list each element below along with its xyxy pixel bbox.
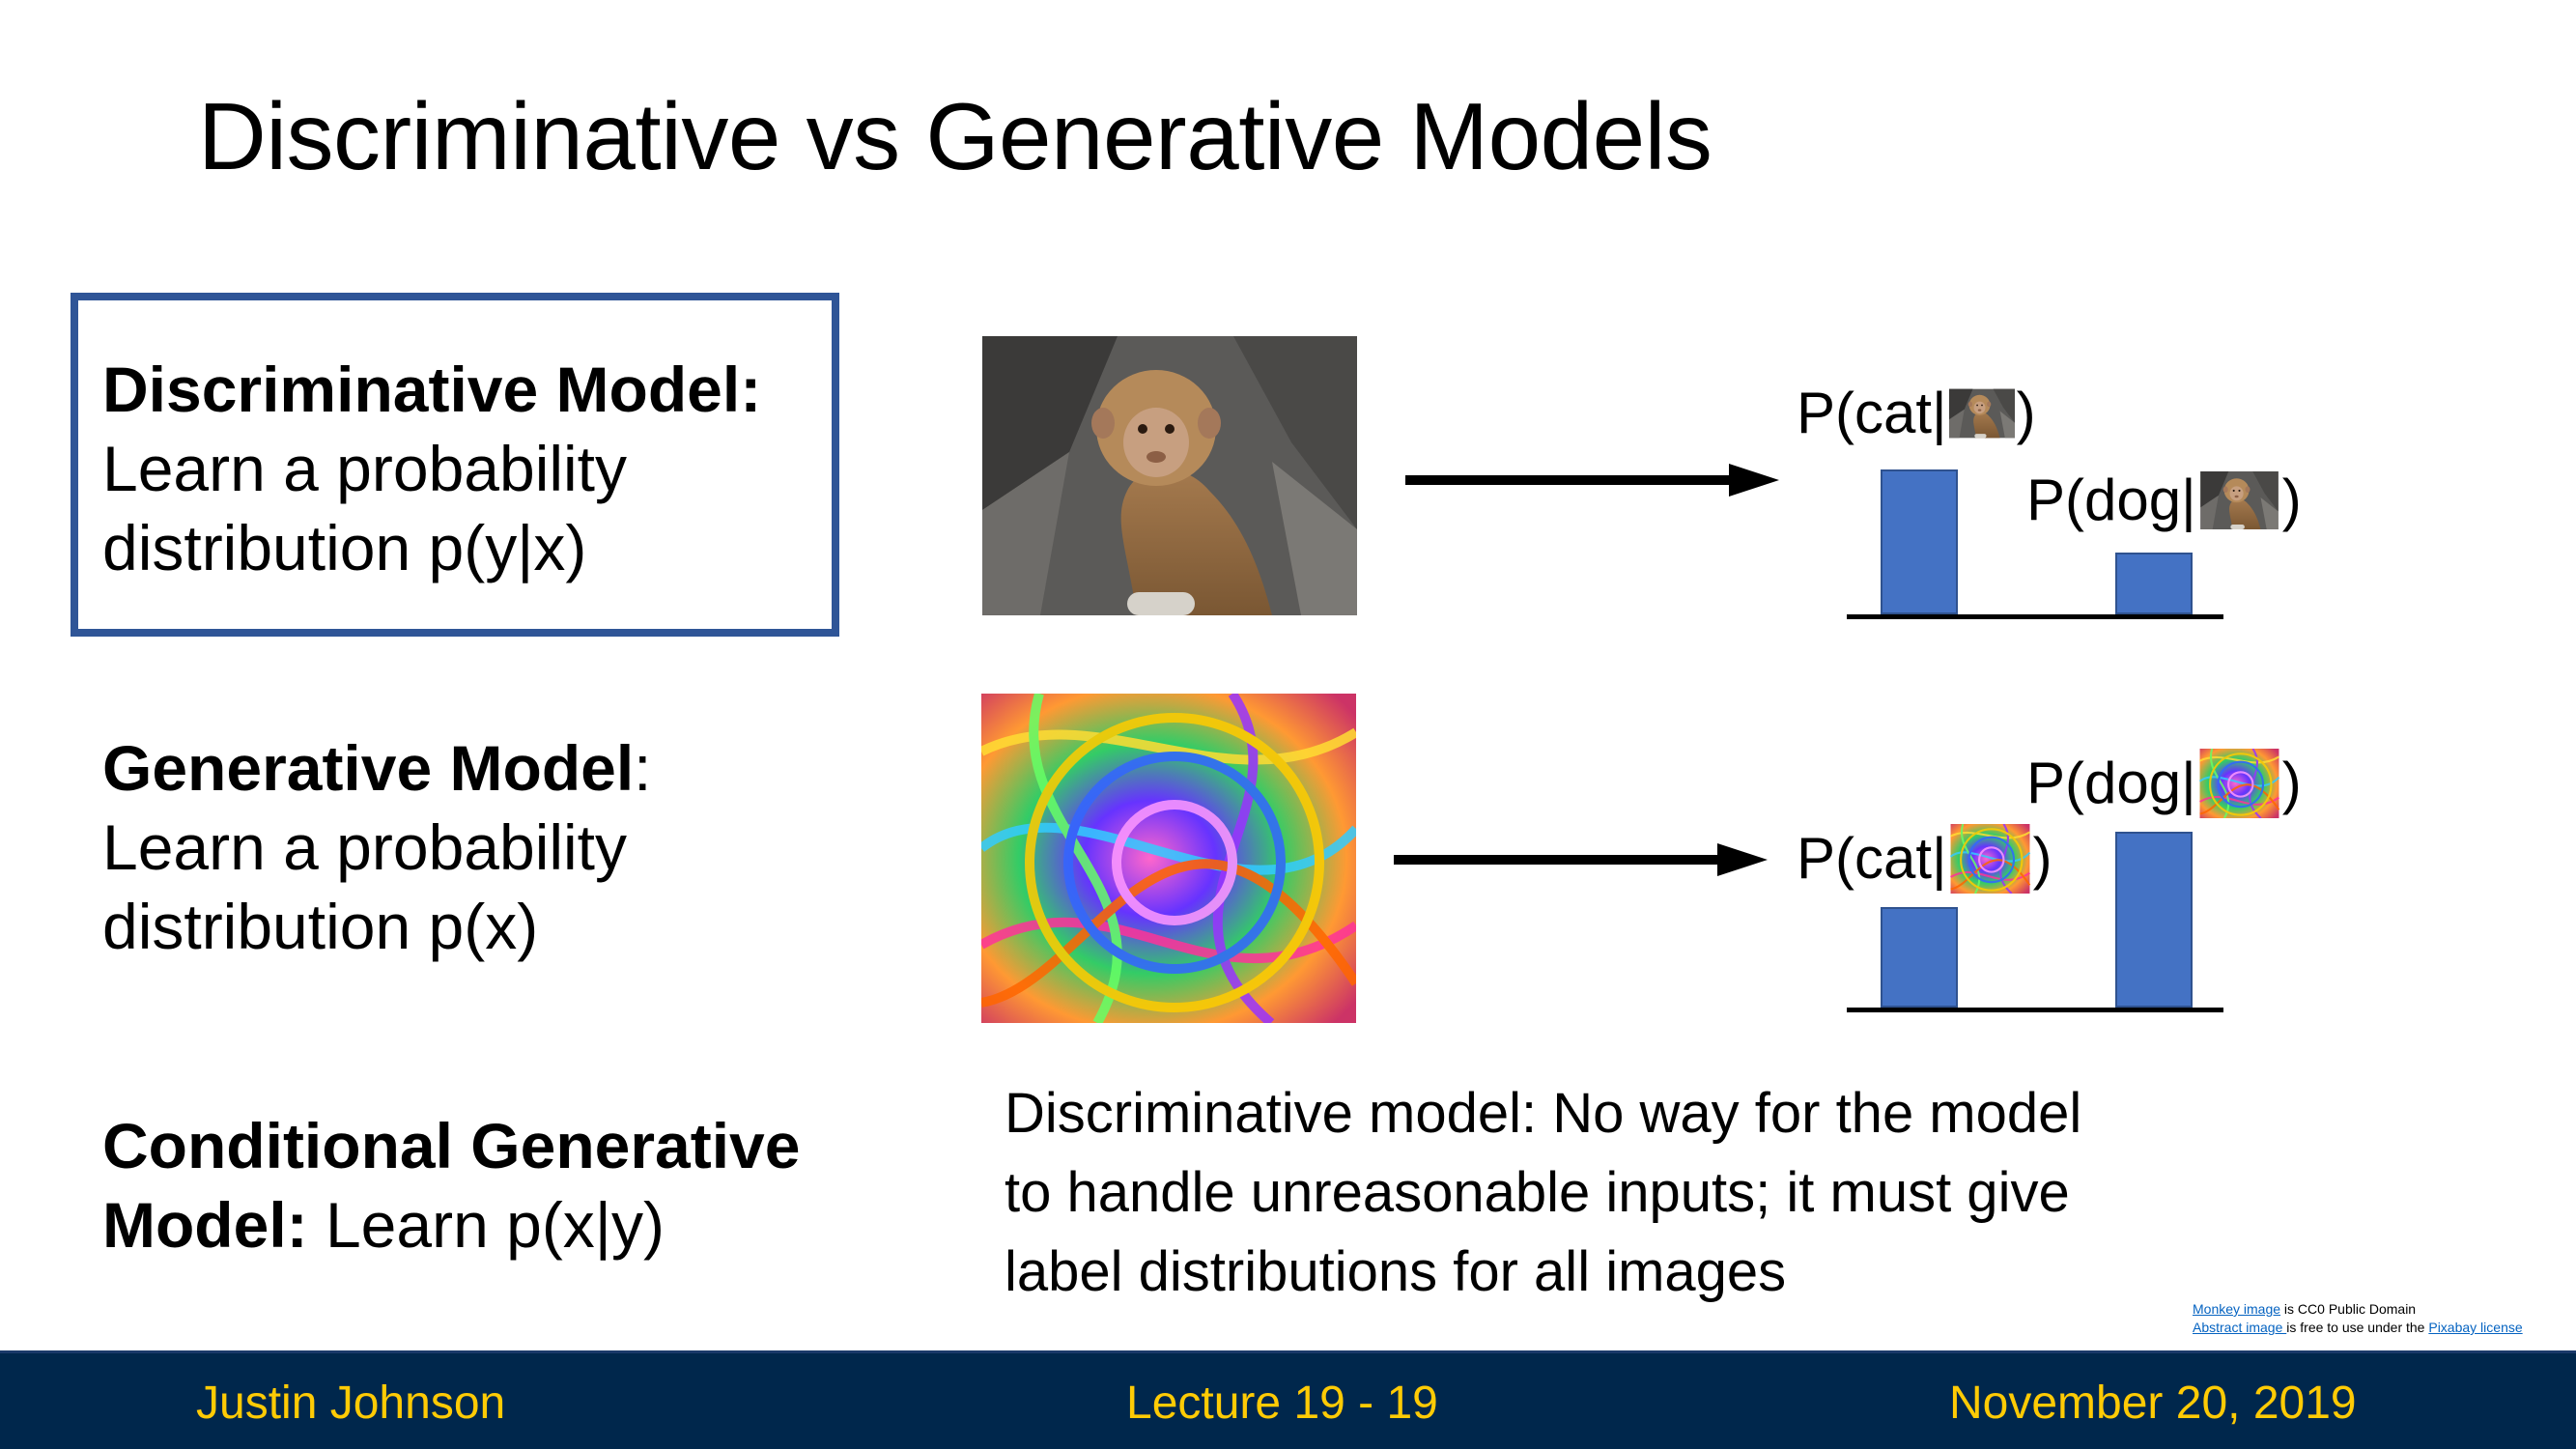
label-text: P(cat| xyxy=(1797,381,1947,445)
footer-lecture: Lecture 19 - 19 xyxy=(1126,1378,1438,1429)
monkey-thumbnail-icon xyxy=(1948,388,2015,439)
pixabay-license-link[interactable]: Pixabay license xyxy=(2428,1320,2523,1335)
discriminative-note: Discriminative model: No way for the mod… xyxy=(1005,1074,2081,1312)
note-line3: label distributions for all images xyxy=(1005,1240,1787,1303)
monkey-image-link[interactable]: Monkey image xyxy=(2193,1301,2281,1317)
label-suffix: ) xyxy=(2281,468,2302,532)
arrow-right-icon xyxy=(1405,464,1779,497)
footer-author: Justin Johnson xyxy=(196,1378,506,1429)
bar-p-dog-monkey xyxy=(2115,553,2193,614)
monkey-image xyxy=(982,336,1357,615)
note-line1: Discriminative model: No way for the mod… xyxy=(1005,1082,2082,1145)
footer-date: November 20, 2019 xyxy=(1949,1378,2357,1429)
highlight-box xyxy=(71,293,839,637)
discriminative-line2: distribution p(y|x) xyxy=(102,512,587,583)
footer-bar xyxy=(0,1350,2576,1449)
generative-colon: : xyxy=(634,732,652,804)
bar-p-dog-abstract xyxy=(2115,832,2193,1008)
label-text: P(dog| xyxy=(2026,468,2196,532)
chart-baseline xyxy=(1847,614,2223,619)
chart-baseline xyxy=(1847,1008,2223,1012)
discriminative-model-block: Discriminative Model: Learn a probabilit… xyxy=(102,350,761,587)
abstract-image-link[interactable]: Abstract image xyxy=(2193,1320,2287,1335)
generative-heading: Generative Model xyxy=(102,732,635,804)
conditional-heading1: Conditional Generative xyxy=(102,1110,801,1181)
bar-p-cat-monkey xyxy=(1881,469,1958,614)
conditional-generative-block: Conditional Generative Model: Learn p(x|… xyxy=(102,1106,800,1264)
label-suffix: ) xyxy=(2032,826,2052,891)
label-p-dog-abstract: P(dog| ) xyxy=(2026,749,2302,818)
note-line2: to handle unreasonable inputs; it must g… xyxy=(1005,1161,2070,1224)
discriminative-heading: Discriminative Model: xyxy=(102,354,762,425)
label-p-cat-monkey: P(cat| ) xyxy=(1797,384,2036,442)
image-credits: Monkey image is CC0 Public Domain Abstra… xyxy=(2193,1300,2523,1337)
slide-title: Discriminative vs Generative Models xyxy=(198,83,1713,189)
arrow-right-icon xyxy=(1394,843,1768,876)
generative-line1: Learn a probability xyxy=(102,811,628,883)
label-suffix: ) xyxy=(2281,751,2302,815)
bar-p-cat-abstract xyxy=(1881,907,1958,1008)
monkey-credit-text: is CC0 Public Domain xyxy=(2280,1301,2417,1317)
monkey-thumbnail-icon xyxy=(2199,471,2279,529)
conditional-rest: Learn p(x|y) xyxy=(307,1189,665,1261)
conditional-heading2: Model: xyxy=(102,1189,308,1261)
abstract-image xyxy=(981,694,1356,1023)
abstract-thumbnail-icon xyxy=(2198,749,2280,818)
label-p-dog-monkey: P(dog| ) xyxy=(2026,471,2302,529)
generative-model-block: Generative Model: Learn a probability di… xyxy=(102,728,652,966)
abstract-credit-text: is free to use under the xyxy=(2286,1320,2429,1335)
label-text: P(cat| xyxy=(1797,826,1947,891)
discriminative-line1: Learn a probability xyxy=(102,433,628,504)
label-suffix: ) xyxy=(2016,381,2036,445)
generative-line2: distribution p(x) xyxy=(102,891,539,962)
abstract-thumbnail-icon xyxy=(1949,824,2031,894)
label-text: P(dog| xyxy=(2026,751,2196,815)
label-p-cat-abstract: P(cat| ) xyxy=(1797,824,2052,894)
